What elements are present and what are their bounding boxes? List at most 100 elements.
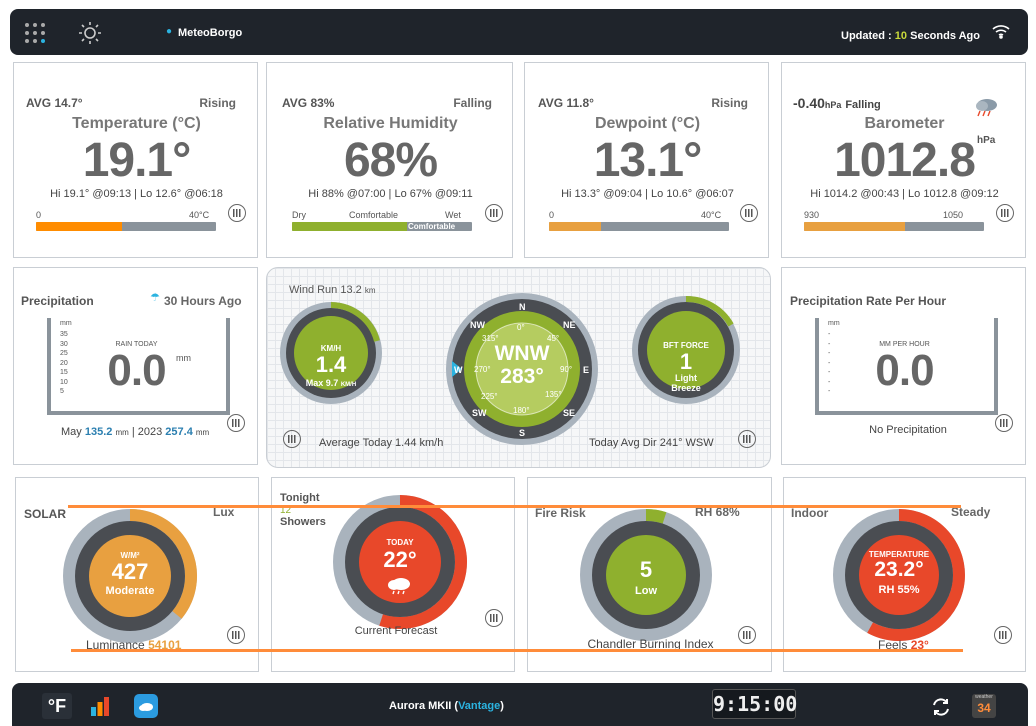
history-chart-icon[interactable] [228, 204, 246, 222]
barometer-title: Barometer [864, 115, 945, 132]
forecast-caption: Current Forecast [354, 625, 438, 637]
fire-value: 5 [639, 557, 653, 582]
temperature-trend: Rising [199, 96, 236, 110]
wind-run-unit: km [364, 286, 376, 295]
storm-cloud-icon [972, 96, 1000, 118]
rain-axis-tick: 25 [60, 350, 68, 357]
barometer-trend-value: -0.40 [793, 95, 825, 111]
indoor-card: Indoor Steady TEMPERATURE 23.2° RH 55% F… [783, 477, 1026, 672]
compass-nw: NW [470, 320, 485, 330]
station-label: Aurora MKII [389, 700, 452, 712]
humidity-scale-comfortable: Comfortable [349, 210, 399, 220]
history-chart-icon[interactable] [996, 204, 1014, 222]
wind-degrees: 283° [500, 365, 544, 388]
indoor-temp: 23.2° [874, 558, 924, 581]
beaufort-gauge [632, 295, 740, 404]
indoor-label: Indoor [791, 506, 829, 520]
wind-run-label: Wind Run [289, 284, 338, 296]
wind-max-label: Max 9.7 [305, 378, 339, 388]
indoor-ring-label: TEMPERATURE [868, 550, 930, 559]
compass-deg-180: 180° [513, 406, 530, 415]
compass-deg-315: 315° [482, 334, 499, 343]
forecast-today-label: TODAY [386, 538, 414, 547]
humidity-card: AVG 83% Falling Relative Humidity 68% Hi… [266, 62, 513, 258]
compass-ne: NE [563, 320, 576, 330]
overlay-line-top [68, 505, 961, 508]
rain-axis-tick: 15 [60, 369, 68, 376]
precipitation-title: Precipitation [21, 294, 94, 308]
humidity-hilo: Hi 88% @07:00 | Lo 67% @09:11 [308, 188, 473, 200]
history-chart-icon[interactable] [994, 626, 1012, 644]
apps-grid-icon[interactable] [24, 22, 46, 44]
station-model-link[interactable]: Vantage [458, 700, 501, 712]
rain-today-value: 0.0 [107, 346, 166, 395]
luminance-label: Luminance [86, 638, 145, 652]
history-chart-icon[interactable] [283, 430, 301, 448]
solar-desc: Moderate [105, 585, 155, 597]
bar-chart-icon[interactable] [89, 695, 111, 717]
compass-s: S [519, 428, 526, 438]
wind-run: Wind Run 13.2 km [289, 284, 376, 296]
rate-label: MM PER HOUR [879, 341, 930, 348]
rain-totals: May 135.2 mm | 2023 257.4 mm [61, 426, 210, 438]
rate-status: No Precipitation [869, 424, 947, 436]
dewpoint-value: 13.1° [593, 134, 703, 187]
wind-speed-unit: KM/H [320, 344, 342, 353]
indoor-feels: Feels 23° [878, 638, 929, 652]
dewpoint-card: AVG 11.8° Rising Dewpoint (°C) 13.1° Hi … [524, 62, 769, 258]
history-chart-icon[interactable] [995, 414, 1013, 432]
rate-axis-unit: mm [828, 320, 840, 327]
wind-avg-dir: Today Avg Dir 241° WSW [589, 437, 714, 449]
calendar-icon[interactable]: weather 34 [972, 694, 996, 718]
feels-label: Feels [878, 638, 908, 652]
solar-gauge [63, 509, 197, 643]
bottom-bar: °F Aurora MKII (Vantage) 9:15:00 weather… [12, 683, 1028, 726]
precipitation-card: Precipitation ☂ 30 Hours Ago mm 35 30 25… [13, 267, 258, 465]
history-chart-icon[interactable] [485, 204, 503, 222]
rain-year-label: 2023 [137, 426, 163, 438]
cloud-app-icon[interactable] [134, 694, 158, 718]
indoor-rh: RH 55% [878, 584, 920, 596]
compass-deg-225: 225° [481, 392, 498, 401]
overlay-line-bottom [71, 649, 963, 652]
refresh-icon[interactable] [930, 696, 952, 718]
solar-value: 427 [111, 559, 149, 584]
rain-month-unit: mm [115, 428, 129, 437]
forecast-gauge [333, 495, 467, 629]
precip-rate-title: Precipitation Rate Per Hour [790, 294, 947, 308]
calendar-day: 34 [977, 701, 991, 715]
humidity-value: 68% [343, 134, 438, 187]
history-chart-icon[interactable] [227, 626, 245, 644]
rain-gauge [47, 318, 230, 415]
barometer-scale-min: 930 [804, 210, 820, 220]
history-chart-icon[interactable] [740, 204, 758, 222]
barometer-trend-label: Falling [845, 99, 881, 111]
temperature-scale-min: 0 [36, 210, 42, 220]
wind-compass [446, 293, 598, 445]
wind-max-unit: KM/H [340, 382, 357, 388]
history-chart-icon[interactable] [227, 414, 245, 432]
rain-axis-tick: 30 [60, 340, 68, 348]
history-chart-icon[interactable] [738, 626, 756, 644]
unit-toggle-button[interactable]: °F [42, 693, 72, 719]
history-chart-icon[interactable] [485, 609, 503, 627]
bft-label: BFT FORCE [663, 341, 709, 350]
sun-icon[interactable] [78, 21, 102, 45]
compass-w: W [454, 365, 463, 375]
dewpoint-title: Dewpoint (°C) [594, 115, 701, 132]
humidity-trend: Falling [453, 96, 492, 110]
temperature-avg: AVG 14.7° [26, 96, 83, 110]
updated-value: 10 [894, 30, 908, 42]
compass-deg-90: 90° [560, 365, 573, 374]
bft-desc: Light Breeze [671, 373, 701, 393]
wind-direction: WNW [494, 342, 550, 365]
barometer-hilo: Hi 1014.2 @00:43 | Lo 1012.8 @09:12 [810, 188, 999, 200]
fire-desc: Low [635, 585, 657, 597]
umbrella-icon: ☂ [150, 292, 160, 304]
history-chart-icon[interactable] [738, 430, 756, 448]
station-name[interactable]: MeteoBorgo [178, 27, 243, 39]
humidity-scale-dry: Dry [292, 210, 306, 220]
indoor-gauge [833, 509, 965, 641]
rate-value: 0.0 [875, 346, 934, 395]
rain-month-label: May [61, 426, 82, 438]
